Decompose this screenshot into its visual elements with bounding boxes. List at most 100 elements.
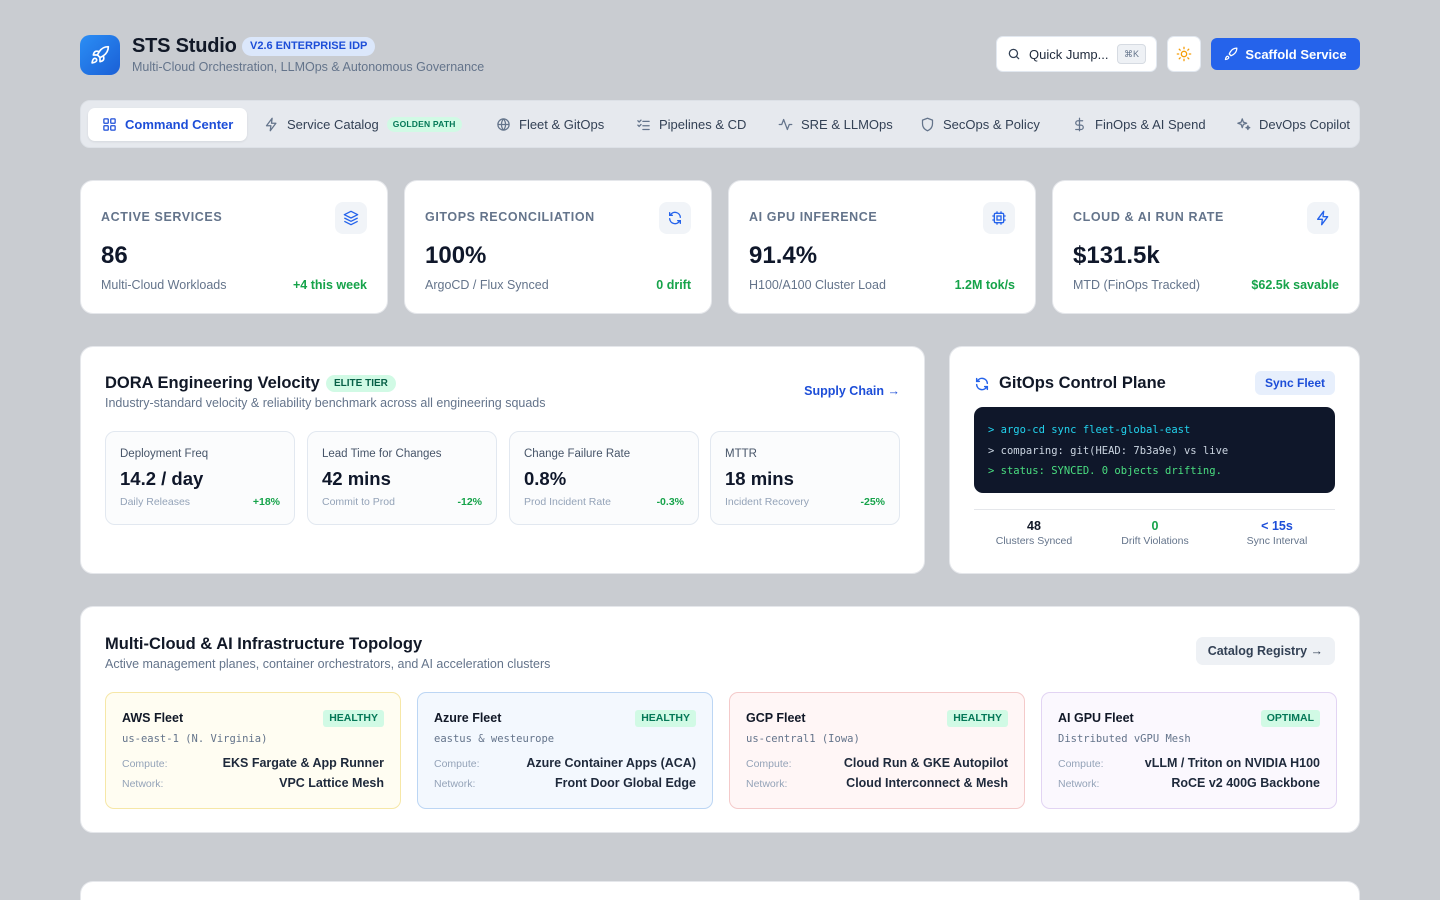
app-header: STS Studio V2.6 ENTERPRISE IDP Multi-Clo… [80, 35, 1360, 75]
gitops-terminal: > argo-cd sync fleet-global-east > compa… [974, 407, 1335, 493]
globe-icon [497, 118, 510, 131]
theme-toggle-button[interactable] [1167, 36, 1201, 72]
fleet-card-ai-gpu[interactable]: AI GPU Fleet OPTIMAL Distributed vGPU Me… [1041, 692, 1337, 809]
next-section-card [80, 881, 1360, 900]
compute-value: Cloud Run & GKE Autopilot [843, 756, 1008, 770]
tab-label: FinOps & AI Spend [1095, 117, 1206, 132]
supply-chain-link[interactable]: Supply Chain → [804, 384, 900, 398]
kpi-value: 86 [101, 242, 128, 269]
compute-label: Compute: [1058, 758, 1104, 770]
tab-sre-llmops[interactable]: SRE & LLMOps [770, 108, 901, 141]
fleet-card-azure[interactable]: Azure Fleet HEALTHY eastus & westeurope … [417, 692, 713, 809]
tab-secops-policy[interactable]: SecOps & Policy [912, 108, 1048, 141]
main-tabs: Command Center Service Catalog GOLDEN PA… [80, 100, 1360, 148]
fleet-status-badge: HEALTHY [947, 710, 1008, 727]
elite-tier-badge: ELITE TIER [326, 375, 396, 392]
stat-label: Drift Violations [1121, 535, 1189, 547]
kpi-delta: 1.2M tok/s [954, 278, 1015, 292]
layers-icon [335, 202, 367, 234]
rocket-logo-icon [80, 35, 120, 75]
gitops-title: GitOps Control Plane [999, 374, 1166, 392]
dora-metric-lead-time: Lead Time for Changes 42 mins Commit to … [307, 431, 497, 525]
dora-subtitle: Industry-standard velocity & reliability… [105, 396, 546, 410]
sync-fleet-button[interactable]: Sync Fleet [1254, 371, 1335, 395]
topology-subtitle: Active management planes, container orch… [105, 657, 551, 671]
dollar-icon [1075, 117, 1084, 132]
golden-path-badge: GOLDEN PATH [386, 117, 462, 132]
fleet-region: us-central1 (Iowa) [746, 733, 860, 745]
fleet-card-gcp[interactable]: GCP Fleet HEALTHY us-central1 (Iowa) Com… [729, 692, 1025, 809]
network-value: RoCE v2 400G Backbone [1171, 776, 1320, 790]
metric-delta: -25% [860, 496, 885, 508]
kpi-delta: +4 this week [293, 278, 367, 292]
kpi-label: AI GPU INFERENCE [749, 210, 878, 224]
fleet-name: AI GPU Fleet [1058, 711, 1134, 725]
tab-devops-copilot[interactable]: DevOps Copilot [1228, 108, 1358, 141]
cpu-icon [983, 202, 1015, 234]
scaffold-label: Scaffold Service [1245, 46, 1347, 62]
stat-clusters-synced: 48 Clusters Synced [974, 519, 1094, 547]
gitops-control-plane-card: GitOps Control Plane Sync Fleet > argo-c… [949, 346, 1360, 574]
fleet-card-aws[interactable]: AWS Fleet HEALTHY us-east-1 (N. Virginia… [105, 692, 401, 809]
stat-value: < 15s [1261, 519, 1293, 533]
refresh-icon [975, 377, 989, 391]
kpi-delta: $62.5k savable [1251, 278, 1339, 292]
shield-icon [921, 117, 934, 132]
stat-value: 48 [1027, 519, 1041, 533]
kpi-card-active-services: ACTIVE SERVICES 86 Multi-Cloud Workloads… [80, 180, 388, 314]
metric-value: 18 mins [725, 468, 794, 489]
tab-label: DevOps Copilot [1259, 117, 1351, 132]
tab-label: SRE & LLMOps [801, 117, 893, 132]
stat-drift-violations: 0 Drift Violations [1095, 519, 1215, 547]
rocket-icon [1225, 47, 1238, 61]
network-value: Cloud Interconnect & Mesh [846, 776, 1008, 790]
fleet-name: AWS Fleet [122, 711, 184, 725]
tab-label: Service Catalog [287, 117, 379, 132]
bolt-icon [1307, 202, 1339, 234]
tab-label: Command Center [125, 117, 234, 132]
dora-metric-deployment-freq: Deployment Freq 14.2 / day Daily Release… [105, 431, 295, 525]
catalog-registry-button[interactable]: Catalog Registry → [1195, 637, 1335, 665]
dora-metric-change-failure-rate: Change Failure Rate 0.8% Prod Incident R… [509, 431, 699, 525]
app-title: STS Studio [132, 35, 237, 57]
quick-jump-label: Quick Jump... [1029, 46, 1109, 62]
metric-label: MTTR [725, 448, 757, 460]
compute-label: Compute: [746, 758, 792, 770]
metric-label: Lead Time for Changes [322, 448, 442, 460]
version-badge: V2.6 ENTERPRISE IDP [242, 37, 376, 56]
metric-value: 42 mins [322, 468, 391, 489]
metric-delta: -0.3% [656, 496, 684, 508]
gitops-stats: 48 Clusters Synced 0 Drift Violations < … [974, 509, 1335, 551]
metric-value: 14.2 / day [120, 468, 204, 489]
network-label: Network: [746, 778, 788, 790]
sun-icon [1176, 46, 1192, 62]
kpi-value: 91.4% [749, 242, 818, 269]
tab-label: Fleet & GitOps [519, 117, 605, 132]
kpi-sub: MTD (FinOps Tracked) [1073, 278, 1201, 292]
kpi-value: 100% [425, 242, 487, 269]
scaffold-service-button[interactable]: Scaffold Service [1211, 38, 1360, 70]
compute-label: Compute: [434, 758, 480, 770]
grid-icon [103, 118, 116, 131]
dora-metric-mttr: MTTR 18 mins Incident Recovery -25% [710, 431, 900, 525]
compute-value: EKS Fargate & App Runner [222, 756, 384, 770]
kpi-label: CLOUD & AI RUN RATE [1073, 210, 1224, 224]
tab-service-catalog[interactable]: Service Catalog GOLDEN PATH [256, 108, 470, 141]
tab-fleet-gitops[interactable]: Fleet & GitOps [488, 108, 612, 141]
tab-finops-ai-spend[interactable]: FinOps & AI Spend [1064, 108, 1214, 141]
dora-title: DORA Engineering Velocity [105, 374, 320, 392]
fleet-name: GCP Fleet [746, 711, 806, 725]
network-label: Network: [434, 778, 476, 790]
metric-delta: +18% [252, 496, 280, 508]
metric-sub: Daily Releases [120, 496, 191, 508]
fleet-region: Distributed vGPU Mesh [1058, 733, 1191, 745]
kpi-label: ACTIVE SERVICES [101, 210, 223, 224]
sparkles-icon [1237, 118, 1251, 131]
tab-command-center[interactable]: Command Center [88, 108, 248, 141]
lightning-icon [265, 117, 277, 132]
metric-sub: Prod Incident Rate [524, 496, 611, 508]
fleet-region: us-east-1 (N. Virginia) [122, 733, 268, 745]
tab-pipelines-cd[interactable]: Pipelines & CD [628, 108, 754, 141]
quick-jump-search[interactable]: Quick Jump... ⌘K [996, 36, 1157, 72]
network-label: Network: [122, 778, 164, 790]
